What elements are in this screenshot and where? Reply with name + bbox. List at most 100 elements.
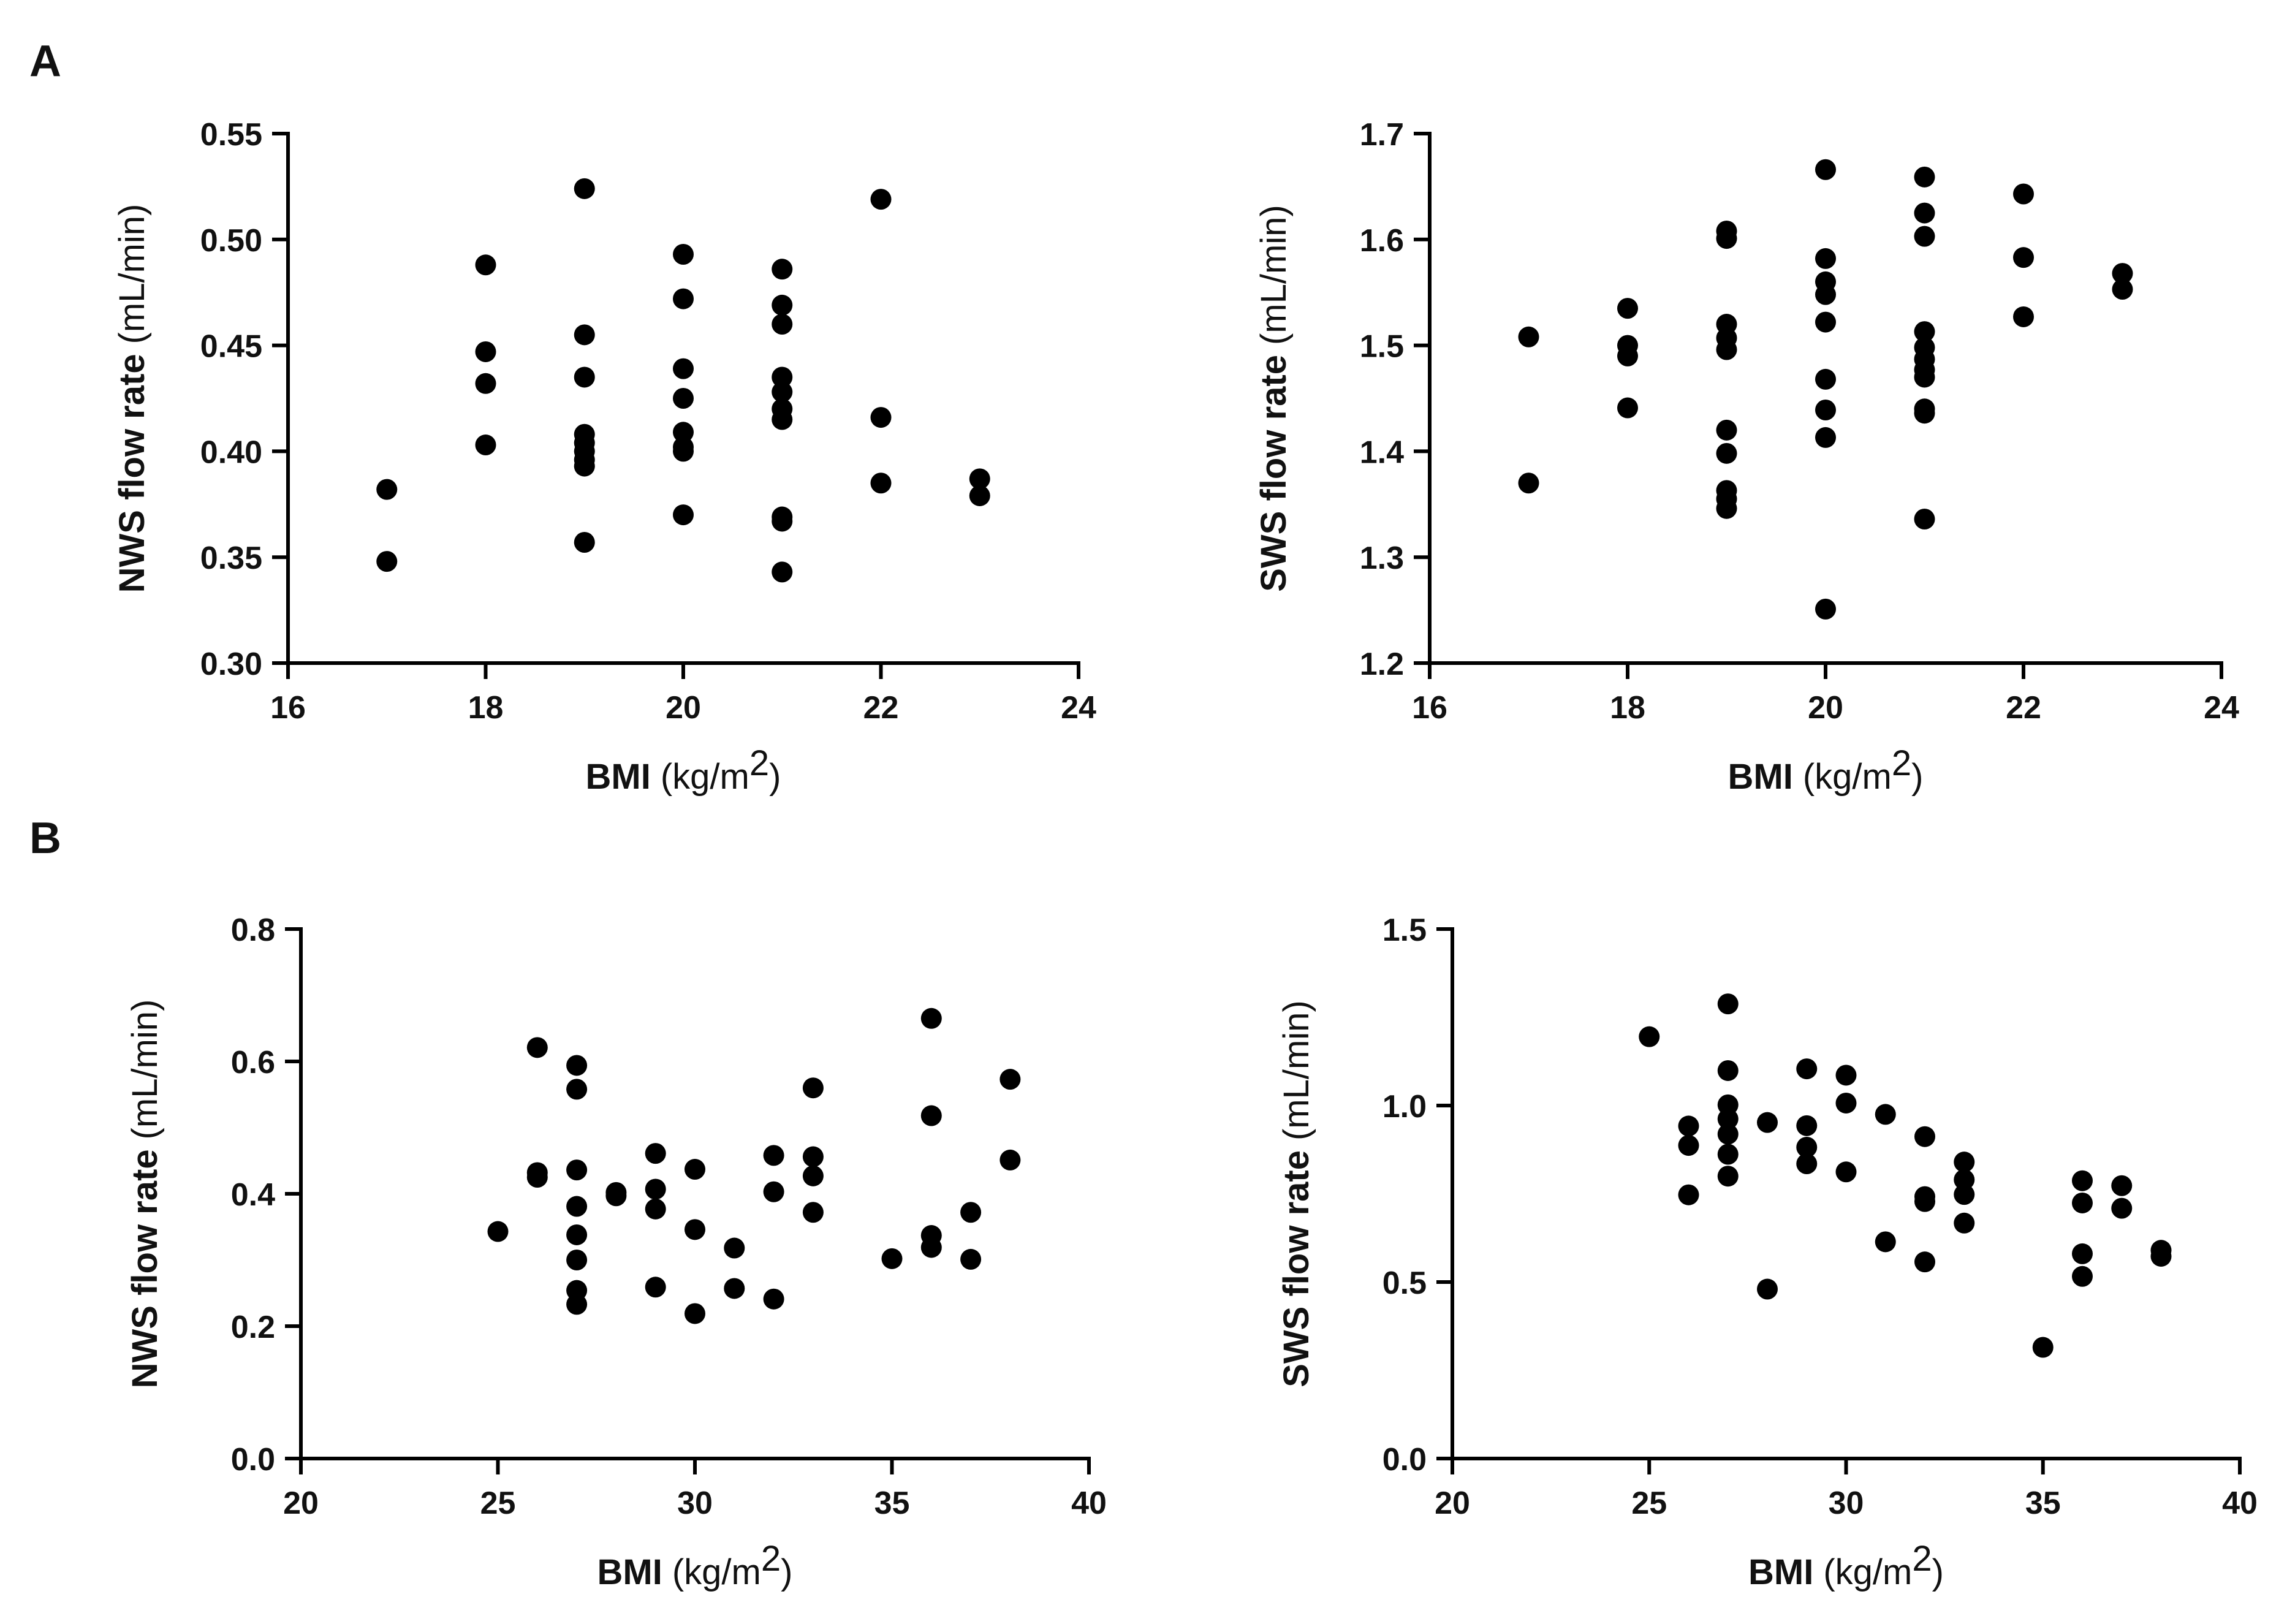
- chart-a-nws-point: [772, 561, 793, 583]
- chart-a-nws-point: [673, 422, 694, 443]
- chart-b-sws-point: [1954, 1184, 1975, 1205]
- chart-a-nws-point: [475, 373, 496, 394]
- chart-a-sws-point: [1914, 166, 1935, 188]
- chart-a-sws-y-tick-label: 1.6: [1360, 223, 1404, 259]
- chart-b-nws-point: [881, 1248, 903, 1269]
- chart-a-sws-point: [2013, 247, 2034, 268]
- chart-b-sws-x-axis-label-sup: 2: [1912, 1539, 1932, 1579]
- chart-b-nws-point: [920, 1105, 942, 1126]
- chart-a-nws-point: [574, 455, 595, 477]
- chart-a-sws-point: [1716, 228, 1737, 249]
- chart-a-sws-point: [1815, 598, 1836, 620]
- chart-b-sws-x-tick-label: 40: [2222, 1486, 2258, 1521]
- chart-b-nws-point: [999, 1149, 1021, 1171]
- chart-a-nws-point: [673, 441, 694, 462]
- chart-a-nws-y-tick-label: 0.45: [200, 329, 262, 365]
- chart-a-sws: 16 18 20 22 24 1.2 1.3 1.4 1.5 1.6 1.7 BMI (kg/m2) SW…: [1254, 117, 2239, 797]
- chart-b-nws-y-tick-label: 0.8: [231, 913, 275, 948]
- chart-b-nws-point: [802, 1202, 824, 1223]
- chart-a-nws-x-tick-label: 18: [468, 690, 504, 726]
- chart-a-sws-y-axis-label-bold: SWS flow rate: [1254, 355, 1294, 592]
- chart-b-nws-point: [645, 1143, 666, 1164]
- chart-a-sws-point: [1914, 366, 1935, 388]
- chart-b-nws-point: [999, 1069, 1021, 1090]
- chart-b-nws-point: [763, 1145, 784, 1166]
- chart-b-sws-point: [1717, 1060, 1739, 1081]
- chart-b-nws-point: [685, 1303, 705, 1324]
- chart-a-sws-point: [1815, 427, 1836, 448]
- chart-b-sws-point: [1875, 1231, 1896, 1253]
- chart-a-sws-point: [1716, 442, 1737, 464]
- chart-b-nws-point: [566, 1196, 588, 1217]
- chart-a-nws-y-tick-label: 0.50: [200, 223, 262, 259]
- chart-a-nws-y-axis-label-unit: (mL/min): [112, 204, 152, 344]
- chart-b-sws-x-axis-label: BMI (kg/m2): [1748, 1539, 1944, 1592]
- chart-a-sws-point: [1815, 159, 1836, 180]
- chart-a-sws-x-axis-label-close: ): [1911, 757, 1923, 797]
- chart-a-sws-y-axis-label: SWS flow rate (mL/min): [1254, 205, 1294, 592]
- chart-b-sws-y-tick-label: 0.0: [1382, 1442, 1427, 1478]
- chart-a-sws-point: [1914, 226, 1935, 247]
- chart-b-nws-point: [566, 1250, 588, 1270]
- chart-b-sws-point: [2072, 1265, 2093, 1287]
- chart-b-sws-y-axis-label-unit: (mL/min): [1276, 1000, 1316, 1140]
- chart-a-sws-y-tick-label: 1.2: [1360, 647, 1404, 682]
- chart-a-nws-y-tick-label: 0.35: [200, 541, 262, 576]
- chart-a-sws-point: [2013, 306, 2034, 327]
- chart-a-sws-point: [1617, 345, 1638, 366]
- chart-b-nws-point: [645, 1178, 666, 1200]
- chart-a-nws-x-axis-label-close: ): [769, 757, 781, 797]
- chart-a-nws-point: [475, 254, 496, 276]
- chart-b-nws-point: [645, 1198, 666, 1220]
- chart-b-nws-point: [566, 1079, 588, 1100]
- chart-b-nws-y-axis-label-bold: NWS flow rate: [125, 1149, 165, 1388]
- chart-b-nws-y-tick-label: 0.2: [231, 1310, 275, 1345]
- chart-b-nws-point: [724, 1237, 745, 1259]
- chart-a-nws-point: [772, 409, 793, 430]
- chart-b-sws-point: [2072, 1170, 2093, 1191]
- chart-b-nws-y-axis-label-unit: (mL/min): [125, 1000, 165, 1140]
- chart-a-sws-y-tick-label: 1.3: [1360, 541, 1404, 576]
- chart-a-sws-point: [1815, 311, 1836, 333]
- chart-b-sws-point: [1678, 1115, 1699, 1137]
- chart-a-sws-point: [1815, 368, 1836, 390]
- chart-a-nws-x-axis-label-unit: (kg/m: [661, 757, 749, 797]
- chart-a-nws-point: [772, 381, 793, 403]
- chart-a-sws-x-tick-label: 22: [2006, 690, 2041, 726]
- chart-b-sws-point: [1717, 1166, 1739, 1187]
- chart-a-nws-point: [870, 472, 892, 494]
- chart-a-nws-point: [376, 551, 398, 572]
- chart-b-sws-x-tick-label: 35: [2025, 1486, 2061, 1521]
- chart-b-nws-point: [763, 1288, 784, 1310]
- chart-b-nws-x-tick-label: 25: [480, 1486, 516, 1521]
- chart-b-nws-point: [960, 1248, 982, 1270]
- chart-b-sws-point: [2111, 1175, 2133, 1196]
- chart-b-sws-point: [2032, 1337, 2054, 1358]
- chart-b-nws-x-axis-label-sup: 2: [761, 1539, 781, 1579]
- chart-a-nws-point: [870, 189, 892, 210]
- chart-a-nws-point: [574, 366, 595, 388]
- chart-a-nws-y-axis-label-bold: NWS flow rate: [112, 354, 152, 593]
- chart-b-sws-y-axis-label: SWS flow rate (mL/min): [1276, 1000, 1316, 1387]
- chart-b-nws-point: [566, 1294, 588, 1315]
- chart-b-sws-y-axis-label-bold: SWS flow rate: [1276, 1150, 1316, 1387]
- chart-a-nws-x-tick-label: 16: [270, 690, 306, 726]
- chart-b-sws-point: [1796, 1136, 1818, 1158]
- chart-a-nws-point: [673, 358, 694, 379]
- panel-b-label: B: [29, 814, 61, 863]
- chart-b-nws: 20 25 30 35 40 0.0 0.2 0.4 0.6 0.8 BMI (kg/m2) NWS f…: [125, 913, 1107, 1592]
- chart-a-sws-y-tick-label: 1.5: [1360, 329, 1404, 365]
- chart-a-sws-point: [2013, 183, 2034, 205]
- chart-a-sws-point: [1617, 397, 1638, 419]
- chart-b-nws-point: [920, 1007, 942, 1029]
- chart-a-sws-point: [2112, 263, 2133, 284]
- chart-b-nws-y-tick-label: 0.0: [231, 1442, 275, 1478]
- chart-b-nws-point: [526, 1167, 548, 1188]
- chart-a-nws-point: [574, 178, 595, 199]
- chart-b-sws-point: [1796, 1115, 1818, 1136]
- chart-b-sws-point: [2111, 1197, 2133, 1219]
- chart-b-sws-point: [1875, 1104, 1896, 1125]
- chart-a-nws-point: [673, 243, 694, 265]
- chart-b-nws-x-axis-label-close: ): [781, 1552, 792, 1592]
- chart-b-nws-y-tick-label: 0.6: [231, 1045, 275, 1080]
